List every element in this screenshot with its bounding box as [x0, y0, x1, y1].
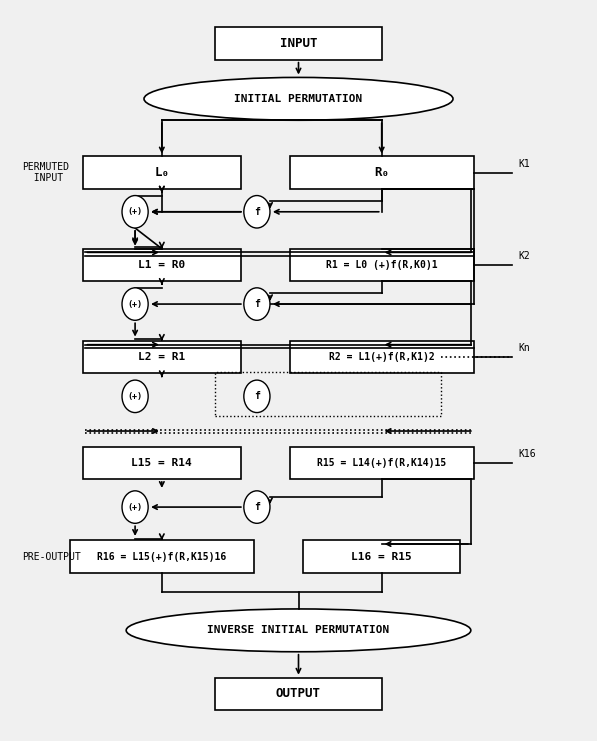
Circle shape: [244, 288, 270, 320]
Circle shape: [244, 196, 270, 228]
Text: f: f: [254, 502, 260, 512]
FancyBboxPatch shape: [303, 540, 460, 573]
Text: R2 = L1(+)f(R,K1)2: R2 = L1(+)f(R,K1)2: [329, 352, 435, 362]
Text: f: f: [254, 391, 260, 402]
Circle shape: [122, 196, 148, 228]
Text: R16 = L15(+)f(R,K15)16: R16 = L15(+)f(R,K15)16: [97, 551, 226, 562]
Text: K1: K1: [518, 159, 530, 169]
FancyBboxPatch shape: [83, 249, 241, 281]
FancyBboxPatch shape: [83, 156, 241, 189]
Text: K2: K2: [518, 251, 530, 261]
Text: INITIAL PERMUTATION: INITIAL PERMUTATION: [235, 94, 362, 104]
FancyBboxPatch shape: [83, 447, 241, 479]
Text: L16 = R15: L16 = R15: [351, 551, 412, 562]
Text: f: f: [254, 207, 260, 217]
Text: (+): (+): [128, 207, 143, 216]
FancyBboxPatch shape: [290, 341, 474, 373]
Text: K16: K16: [518, 449, 536, 459]
Text: INPUT: INPUT: [280, 37, 317, 50]
FancyBboxPatch shape: [290, 156, 474, 189]
Text: (+): (+): [128, 502, 143, 511]
Ellipse shape: [126, 609, 471, 652]
Circle shape: [244, 380, 270, 413]
FancyBboxPatch shape: [70, 540, 254, 573]
Text: INVERSE INITIAL PERMUTATION: INVERSE INITIAL PERMUTATION: [207, 625, 390, 635]
Text: R15 = L14(+)f(R,K14)15: R15 = L14(+)f(R,K14)15: [317, 458, 447, 468]
Text: L2 = R1: L2 = R1: [138, 352, 186, 362]
Circle shape: [244, 491, 270, 523]
Text: L₀: L₀: [155, 166, 170, 179]
FancyBboxPatch shape: [83, 341, 241, 373]
FancyBboxPatch shape: [216, 27, 381, 60]
Text: PRE-OUTPUT: PRE-OUTPUT: [22, 551, 81, 562]
Text: PERMUTED
  INPUT: PERMUTED INPUT: [22, 162, 69, 184]
FancyBboxPatch shape: [290, 249, 474, 281]
Text: L1 = R0: L1 = R0: [138, 260, 186, 270]
Text: L15 = R14: L15 = R14: [131, 458, 192, 468]
Text: OUTPUT: OUTPUT: [276, 688, 321, 700]
Circle shape: [122, 491, 148, 523]
Text: (+): (+): [128, 299, 143, 308]
Text: (+): (+): [128, 392, 143, 401]
Text: Kn: Kn: [518, 343, 530, 353]
Ellipse shape: [144, 77, 453, 120]
Circle shape: [122, 288, 148, 320]
Text: R₀: R₀: [374, 166, 389, 179]
Text: f: f: [254, 299, 260, 309]
Text: R1 = L0 (+)f(R,K0)1: R1 = L0 (+)f(R,K0)1: [326, 260, 438, 270]
FancyBboxPatch shape: [216, 677, 381, 710]
FancyBboxPatch shape: [290, 447, 474, 479]
Circle shape: [122, 380, 148, 413]
